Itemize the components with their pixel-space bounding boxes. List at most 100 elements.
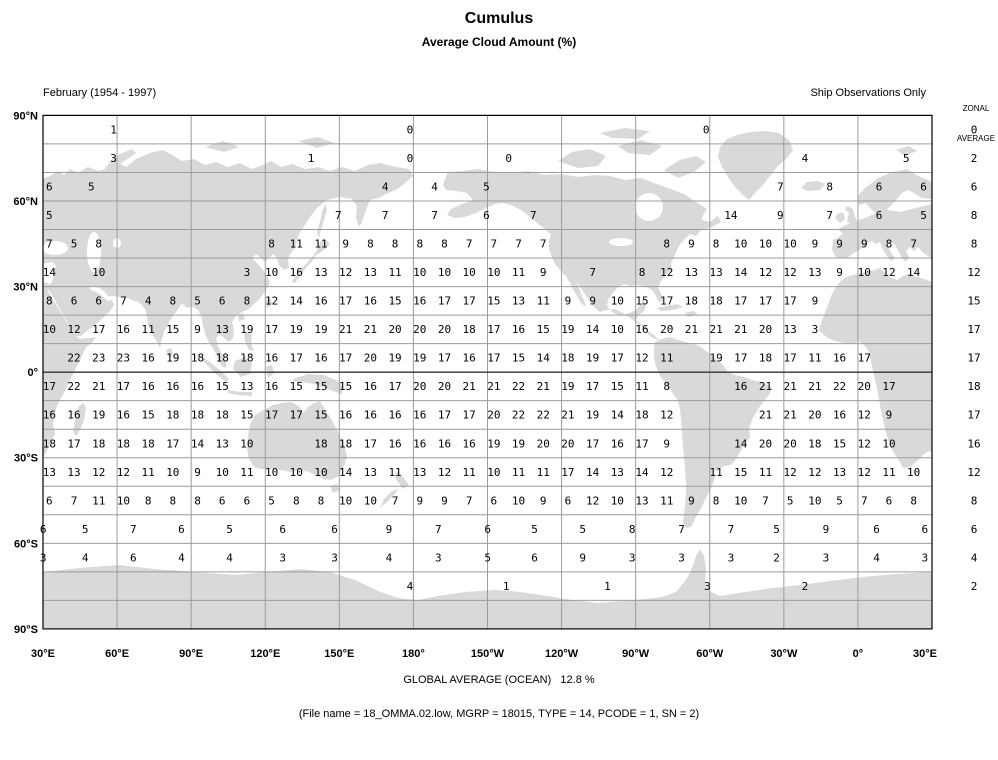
grid-value: 14 bbox=[586, 466, 600, 479]
grid-value: 7 bbox=[431, 209, 438, 222]
grid-value: 17 bbox=[92, 323, 105, 336]
graticule bbox=[42, 114, 933, 630]
land-hainan bbox=[238, 313, 245, 321]
grid-value: 16 bbox=[290, 266, 303, 279]
land-south-america bbox=[654, 337, 772, 528]
grid-value: 17 bbox=[265, 323, 278, 336]
grid-value: 16 bbox=[413, 409, 426, 422]
grid-value: 7 bbox=[540, 238, 547, 251]
grid-value: 11 bbox=[142, 323, 155, 336]
zonal-value: 12 bbox=[967, 266, 980, 279]
grid-value: 18 bbox=[43, 437, 56, 450]
grid-value: 17 bbox=[463, 295, 476, 308]
grid-value: 15 bbox=[314, 409, 327, 422]
grid-value: 10 bbox=[43, 323, 56, 336]
land-arctic-island-5 bbox=[298, 137, 334, 148]
grid-value: 6 bbox=[46, 494, 53, 507]
grid-value: 21 bbox=[784, 380, 797, 393]
grid-value: 15 bbox=[537, 323, 550, 336]
grid-value: 17 bbox=[438, 295, 451, 308]
grid-value: 20 bbox=[413, 380, 426, 393]
grid-value: 12 bbox=[339, 266, 352, 279]
grid-value: 9 bbox=[342, 238, 349, 251]
grid-value: 13 bbox=[364, 266, 377, 279]
grid-value: 9 bbox=[589, 295, 596, 308]
grid-value: 8 bbox=[910, 494, 917, 507]
inland-seas bbox=[42, 193, 663, 272]
grid-value: 9 bbox=[441, 494, 448, 507]
grid-value: 9 bbox=[416, 494, 423, 507]
grid-value: 8 bbox=[318, 494, 325, 507]
grid-value: 7 bbox=[515, 238, 522, 251]
grid-value: 6 bbox=[873, 523, 880, 536]
grid-value: 10 bbox=[314, 466, 327, 479]
grid-value: 17 bbox=[635, 437, 648, 450]
grid-value: 17 bbox=[388, 380, 401, 393]
grid-value: 14 bbox=[290, 295, 304, 308]
grid-value: 21 bbox=[487, 380, 500, 393]
grid-value: 20 bbox=[660, 323, 673, 336]
grid-value: 3 bbox=[435, 551, 442, 564]
grid-value: 11 bbox=[635, 380, 648, 393]
grid-value: 7 bbox=[392, 494, 399, 507]
grid-value: 6 bbox=[921, 523, 928, 536]
zonal-header-line2: AVERAGE bbox=[956, 134, 996, 143]
grid-value: 7 bbox=[530, 209, 537, 222]
grid-value: 19 bbox=[166, 352, 179, 365]
caspian-sea bbox=[87, 232, 101, 272]
grid-value: 17 bbox=[438, 409, 451, 422]
grid-value: 16 bbox=[388, 437, 401, 450]
grid-value: 10 bbox=[339, 494, 352, 507]
grid-value: 8 bbox=[441, 238, 448, 251]
grid-value: 10 bbox=[808, 494, 821, 507]
zonal-value: 6 bbox=[971, 523, 978, 536]
grid-value: 11 bbox=[537, 466, 550, 479]
grid-value: 18 bbox=[240, 352, 253, 365]
grid-value: 4 bbox=[802, 152, 809, 165]
grid-value: 4 bbox=[82, 551, 89, 564]
grid-value: 7 bbox=[826, 209, 833, 222]
grid-value: 4 bbox=[431, 181, 438, 194]
grid-value: 11 bbox=[92, 494, 105, 507]
grid-value: 18 bbox=[561, 352, 574, 365]
grid-value: 11 bbox=[512, 466, 525, 479]
grid-value: 20 bbox=[784, 437, 797, 450]
grid-value: 8 bbox=[367, 238, 374, 251]
grid-value: 16 bbox=[265, 352, 278, 365]
grid-value: 8 bbox=[170, 295, 177, 308]
grid-value: 8 bbox=[170, 494, 177, 507]
grid-value: 12 bbox=[67, 323, 80, 336]
grid-value: 15 bbox=[290, 380, 303, 393]
grid-value: 21 bbox=[734, 323, 747, 336]
grid-value: 15 bbox=[216, 380, 229, 393]
grid-value: 6 bbox=[95, 295, 102, 308]
grid-value: 10 bbox=[265, 466, 278, 479]
grid-value: 1 bbox=[503, 580, 510, 593]
lat-tick-label: 0° bbox=[27, 367, 38, 379]
grid-value: 5 bbox=[194, 295, 201, 308]
land-greenland bbox=[718, 131, 793, 200]
grid-value: 5 bbox=[903, 152, 910, 165]
grid-value: 10 bbox=[463, 266, 476, 279]
grid-value: 15 bbox=[339, 380, 352, 393]
grid-value: 21 bbox=[561, 409, 574, 422]
zonal-value: 4 bbox=[971, 551, 978, 564]
grid-value: 16 bbox=[43, 409, 56, 422]
lat-tick-label: 60°N bbox=[13, 196, 38, 208]
grid-value: 12 bbox=[882, 266, 895, 279]
land-java bbox=[228, 390, 252, 396]
grid-value: 15 bbox=[734, 466, 747, 479]
grid-value: 17 bbox=[67, 437, 80, 450]
grid-value: 5 bbox=[82, 523, 89, 536]
grid-value: 3 bbox=[279, 551, 286, 564]
grid-value: 10 bbox=[216, 466, 229, 479]
grid-value: 16 bbox=[512, 323, 525, 336]
grid-value: 20 bbox=[537, 437, 550, 450]
grid-value: 16 bbox=[67, 409, 80, 422]
grid-value: 21 bbox=[537, 380, 550, 393]
grid-value: 8 bbox=[663, 380, 670, 393]
grid-value: 13 bbox=[413, 466, 426, 479]
grid-value: 3 bbox=[921, 551, 928, 564]
grid-value: 9 bbox=[836, 238, 843, 251]
grid-value: 16 bbox=[314, 352, 327, 365]
